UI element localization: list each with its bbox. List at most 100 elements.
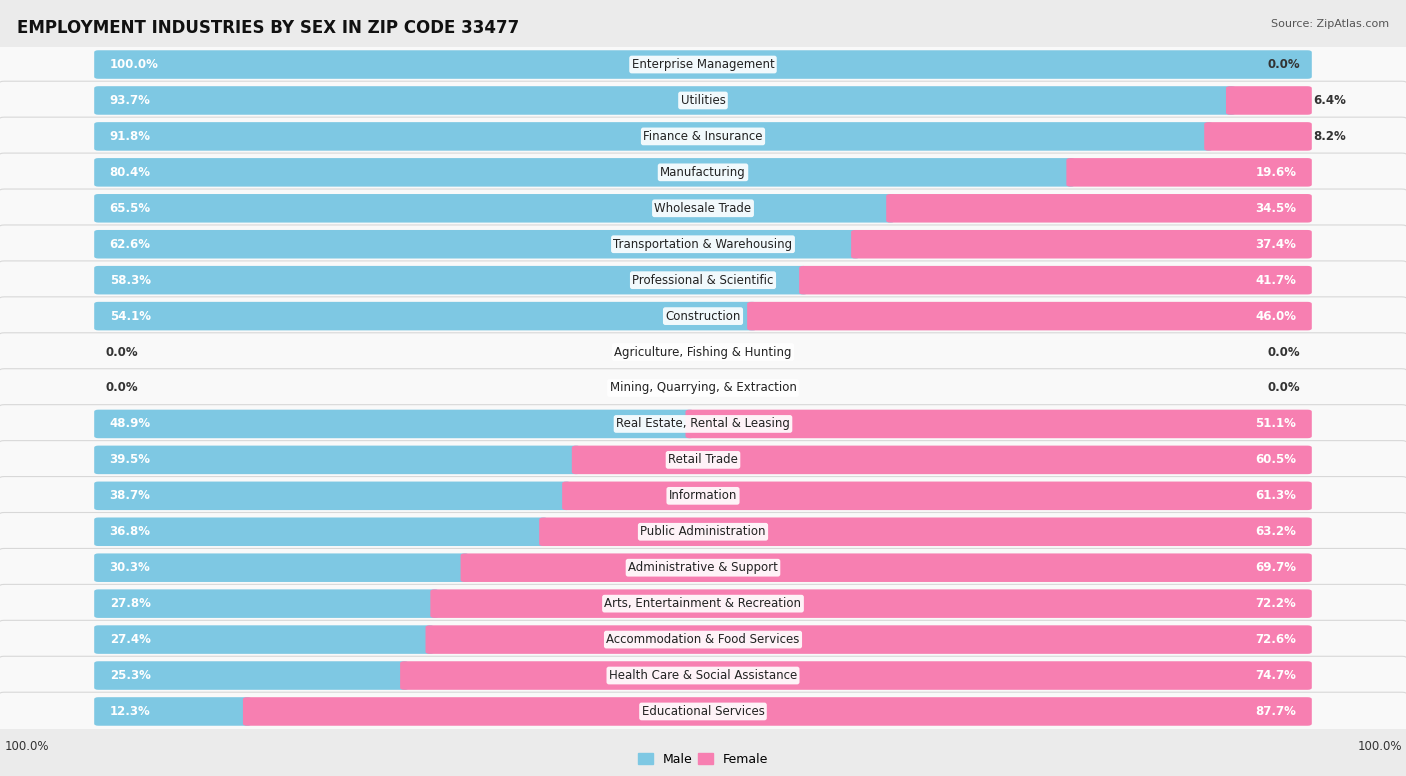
Text: Accommodation & Food Services: Accommodation & Food Services [606,633,800,646]
Text: 61.3%: 61.3% [1256,490,1296,502]
FancyBboxPatch shape [799,266,1312,294]
FancyBboxPatch shape [243,697,1312,726]
FancyBboxPatch shape [0,117,1406,156]
Text: 0.0%: 0.0% [105,382,138,394]
Text: Utilities: Utilities [681,94,725,107]
FancyBboxPatch shape [538,518,1312,546]
FancyBboxPatch shape [0,81,1406,120]
Text: Finance & Insurance: Finance & Insurance [644,130,762,143]
Text: 91.8%: 91.8% [110,130,150,143]
FancyBboxPatch shape [94,266,807,294]
FancyBboxPatch shape [94,122,1212,151]
Text: Construction: Construction [665,310,741,323]
Text: 27.4%: 27.4% [110,633,150,646]
Text: 0.0%: 0.0% [1268,345,1301,359]
Text: 100.0%: 100.0% [1357,740,1402,753]
FancyBboxPatch shape [0,549,1406,587]
Text: 38.7%: 38.7% [110,490,150,502]
FancyBboxPatch shape [0,225,1406,264]
Text: 48.9%: 48.9% [110,417,150,431]
Text: 34.5%: 34.5% [1256,202,1296,215]
FancyBboxPatch shape [94,590,439,618]
Text: 6.4%: 6.4% [1313,94,1346,107]
Text: Real Estate, Rental & Leasing: Real Estate, Rental & Leasing [616,417,790,431]
Text: 12.3%: 12.3% [110,705,150,718]
FancyBboxPatch shape [94,86,1236,115]
FancyBboxPatch shape [0,584,1406,623]
Text: 0.0%: 0.0% [1268,58,1301,71]
FancyBboxPatch shape [0,261,1406,300]
Text: 0.0%: 0.0% [1268,382,1301,394]
Text: Agriculture, Fishing & Hunting: Agriculture, Fishing & Hunting [614,345,792,359]
FancyBboxPatch shape [0,656,1406,695]
Legend: Male, Female: Male, Female [633,748,773,771]
FancyBboxPatch shape [401,661,1312,690]
FancyBboxPatch shape [0,189,1406,227]
Text: Information: Information [669,490,737,502]
FancyBboxPatch shape [94,445,581,474]
FancyBboxPatch shape [94,50,1312,79]
Text: 72.2%: 72.2% [1256,598,1296,610]
FancyBboxPatch shape [886,194,1312,223]
FancyBboxPatch shape [94,410,695,438]
FancyBboxPatch shape [0,404,1406,443]
Text: 39.5%: 39.5% [110,453,150,466]
Text: 54.1%: 54.1% [110,310,150,323]
Text: 30.3%: 30.3% [110,561,150,574]
Text: Educational Services: Educational Services [641,705,765,718]
FancyBboxPatch shape [0,153,1406,192]
Text: 8.2%: 8.2% [1313,130,1346,143]
FancyBboxPatch shape [0,441,1406,479]
FancyBboxPatch shape [0,476,1406,515]
Text: 27.8%: 27.8% [110,598,150,610]
Text: Mining, Quarrying, & Extraction: Mining, Quarrying, & Extraction [610,382,796,394]
Text: Source: ZipAtlas.com: Source: ZipAtlas.com [1271,19,1389,29]
FancyBboxPatch shape [94,661,409,690]
Text: Retail Trade: Retail Trade [668,453,738,466]
Text: EMPLOYMENT INDUSTRIES BY SEX IN ZIP CODE 33477: EMPLOYMENT INDUSTRIES BY SEX IN ZIP CODE… [17,19,519,37]
FancyBboxPatch shape [94,625,434,654]
FancyBboxPatch shape [1204,122,1312,151]
Text: Administrative & Support: Administrative & Support [628,561,778,574]
Text: Health Care & Social Assistance: Health Care & Social Assistance [609,669,797,682]
Text: Manufacturing: Manufacturing [661,166,745,178]
FancyBboxPatch shape [1066,158,1312,186]
FancyBboxPatch shape [851,230,1312,258]
FancyBboxPatch shape [0,369,1406,407]
Text: 69.7%: 69.7% [1256,561,1296,574]
FancyBboxPatch shape [1226,86,1312,115]
Text: 72.6%: 72.6% [1256,633,1296,646]
FancyBboxPatch shape [0,333,1406,372]
Text: Enterprise Management: Enterprise Management [631,58,775,71]
FancyBboxPatch shape [430,590,1312,618]
FancyBboxPatch shape [461,553,1312,582]
FancyBboxPatch shape [0,45,1406,84]
Text: 87.7%: 87.7% [1256,705,1296,718]
FancyBboxPatch shape [0,512,1406,551]
FancyBboxPatch shape [94,194,894,223]
FancyBboxPatch shape [572,445,1312,474]
Text: 25.3%: 25.3% [110,669,150,682]
Text: 65.5%: 65.5% [110,202,150,215]
Text: Wholesale Trade: Wholesale Trade [654,202,752,215]
Text: 36.8%: 36.8% [110,525,150,539]
Text: 37.4%: 37.4% [1256,237,1296,251]
Text: 62.6%: 62.6% [110,237,150,251]
Text: 80.4%: 80.4% [110,166,150,178]
Text: Professional & Scientific: Professional & Scientific [633,274,773,286]
FancyBboxPatch shape [0,297,1406,335]
Text: 58.3%: 58.3% [110,274,150,286]
Text: 19.6%: 19.6% [1256,166,1296,178]
FancyBboxPatch shape [94,482,571,510]
FancyBboxPatch shape [686,410,1312,438]
Text: 74.7%: 74.7% [1256,669,1296,682]
Text: 41.7%: 41.7% [1256,274,1296,286]
FancyBboxPatch shape [94,697,252,726]
Text: 100.0%: 100.0% [4,740,49,753]
FancyBboxPatch shape [94,518,547,546]
FancyBboxPatch shape [747,302,1312,331]
FancyBboxPatch shape [94,158,1074,186]
FancyBboxPatch shape [426,625,1312,654]
FancyBboxPatch shape [94,230,859,258]
FancyBboxPatch shape [94,553,470,582]
